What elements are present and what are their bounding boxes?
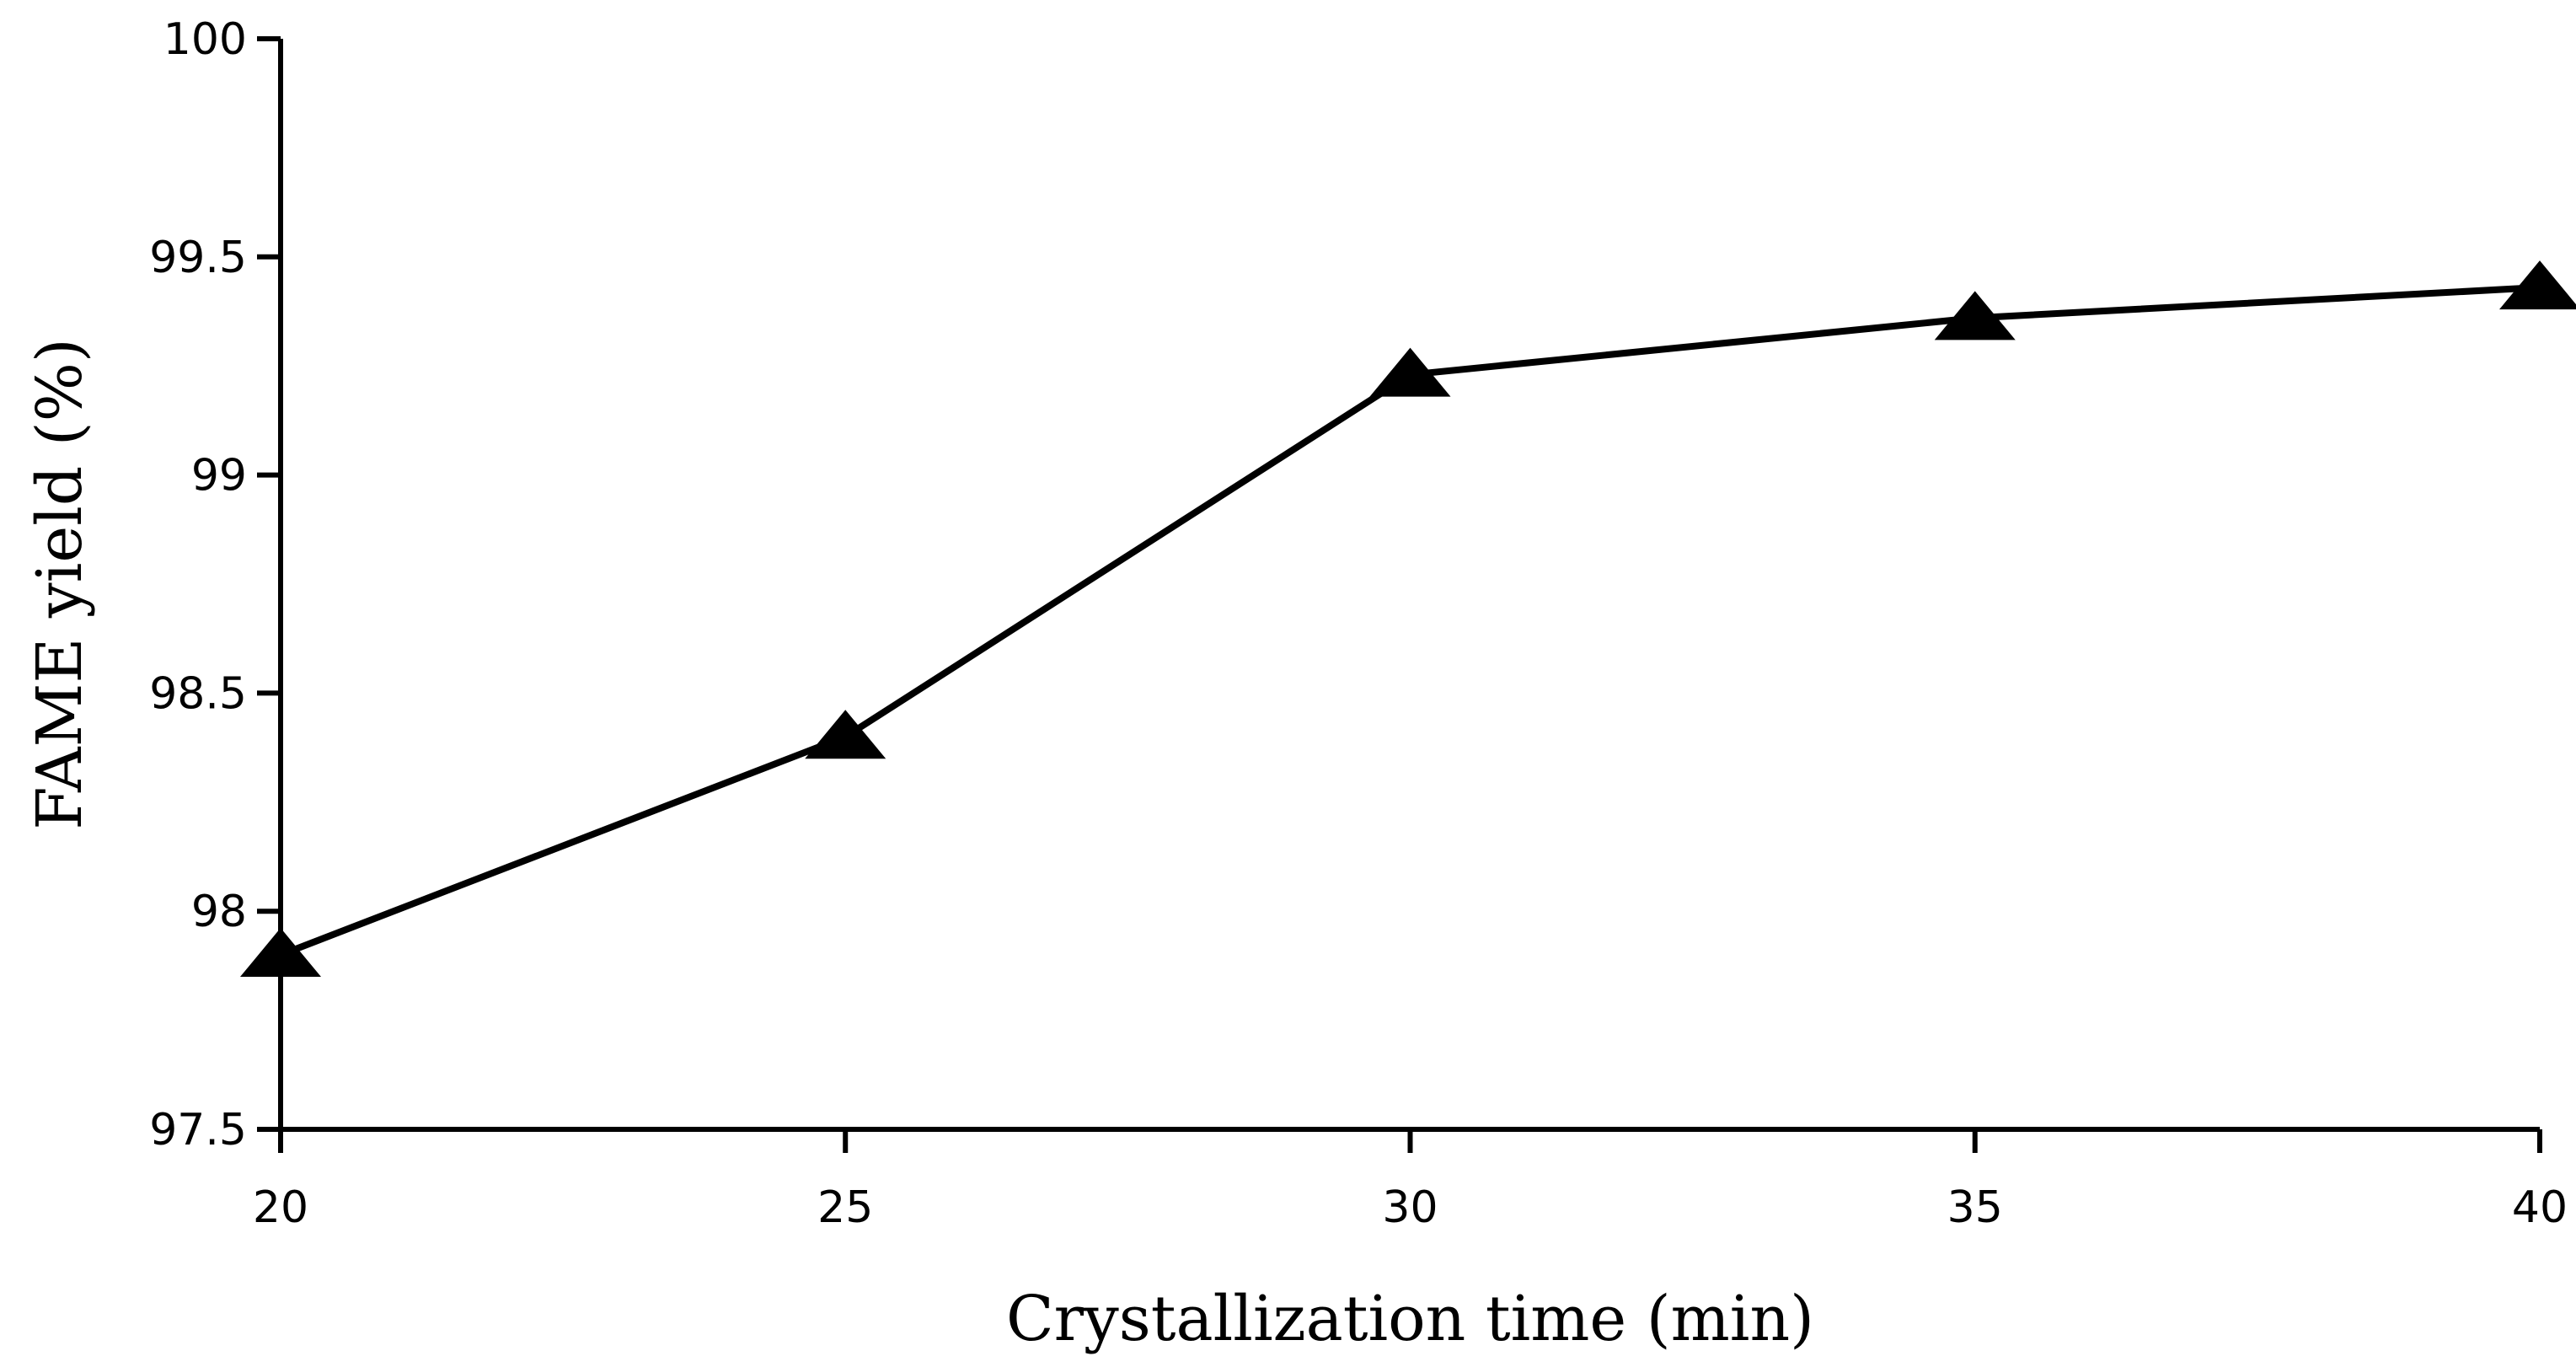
data-point-marker xyxy=(1934,291,2016,340)
y-axis-title: FAME yield (%) xyxy=(24,338,96,830)
x-tick-label: 20 xyxy=(253,1182,308,1233)
x-axis-title: Crystallization time (min) xyxy=(1006,1283,1814,1355)
data-point-marker xyxy=(2499,260,2576,310)
y-tick-label: 98.5 xyxy=(149,668,247,719)
x-tick-label: 40 xyxy=(2512,1182,2568,1233)
x-tick-label: 30 xyxy=(1382,1182,1438,1233)
series-group xyxy=(240,260,2576,978)
y-tick-label: 99.5 xyxy=(149,233,247,283)
x-tick-label: 35 xyxy=(1947,1182,2003,1233)
x-ticks: 20 25 30 35 40 xyxy=(253,1129,2568,1233)
y-tick-label: 98 xyxy=(191,887,247,937)
data-point-marker xyxy=(805,710,886,759)
x-tick-label: 25 xyxy=(817,1182,873,1233)
axes xyxy=(278,39,2540,1132)
y-ticks: 97.5 98 98.5 99 99.5 100 xyxy=(149,14,281,1155)
y-tick-label: 99 xyxy=(191,451,247,501)
data-point-marker xyxy=(240,928,321,978)
y-tick-label: 100 xyxy=(163,14,247,65)
y-tick-label: 97.5 xyxy=(149,1105,247,1155)
data-point-marker xyxy=(1369,347,1451,397)
